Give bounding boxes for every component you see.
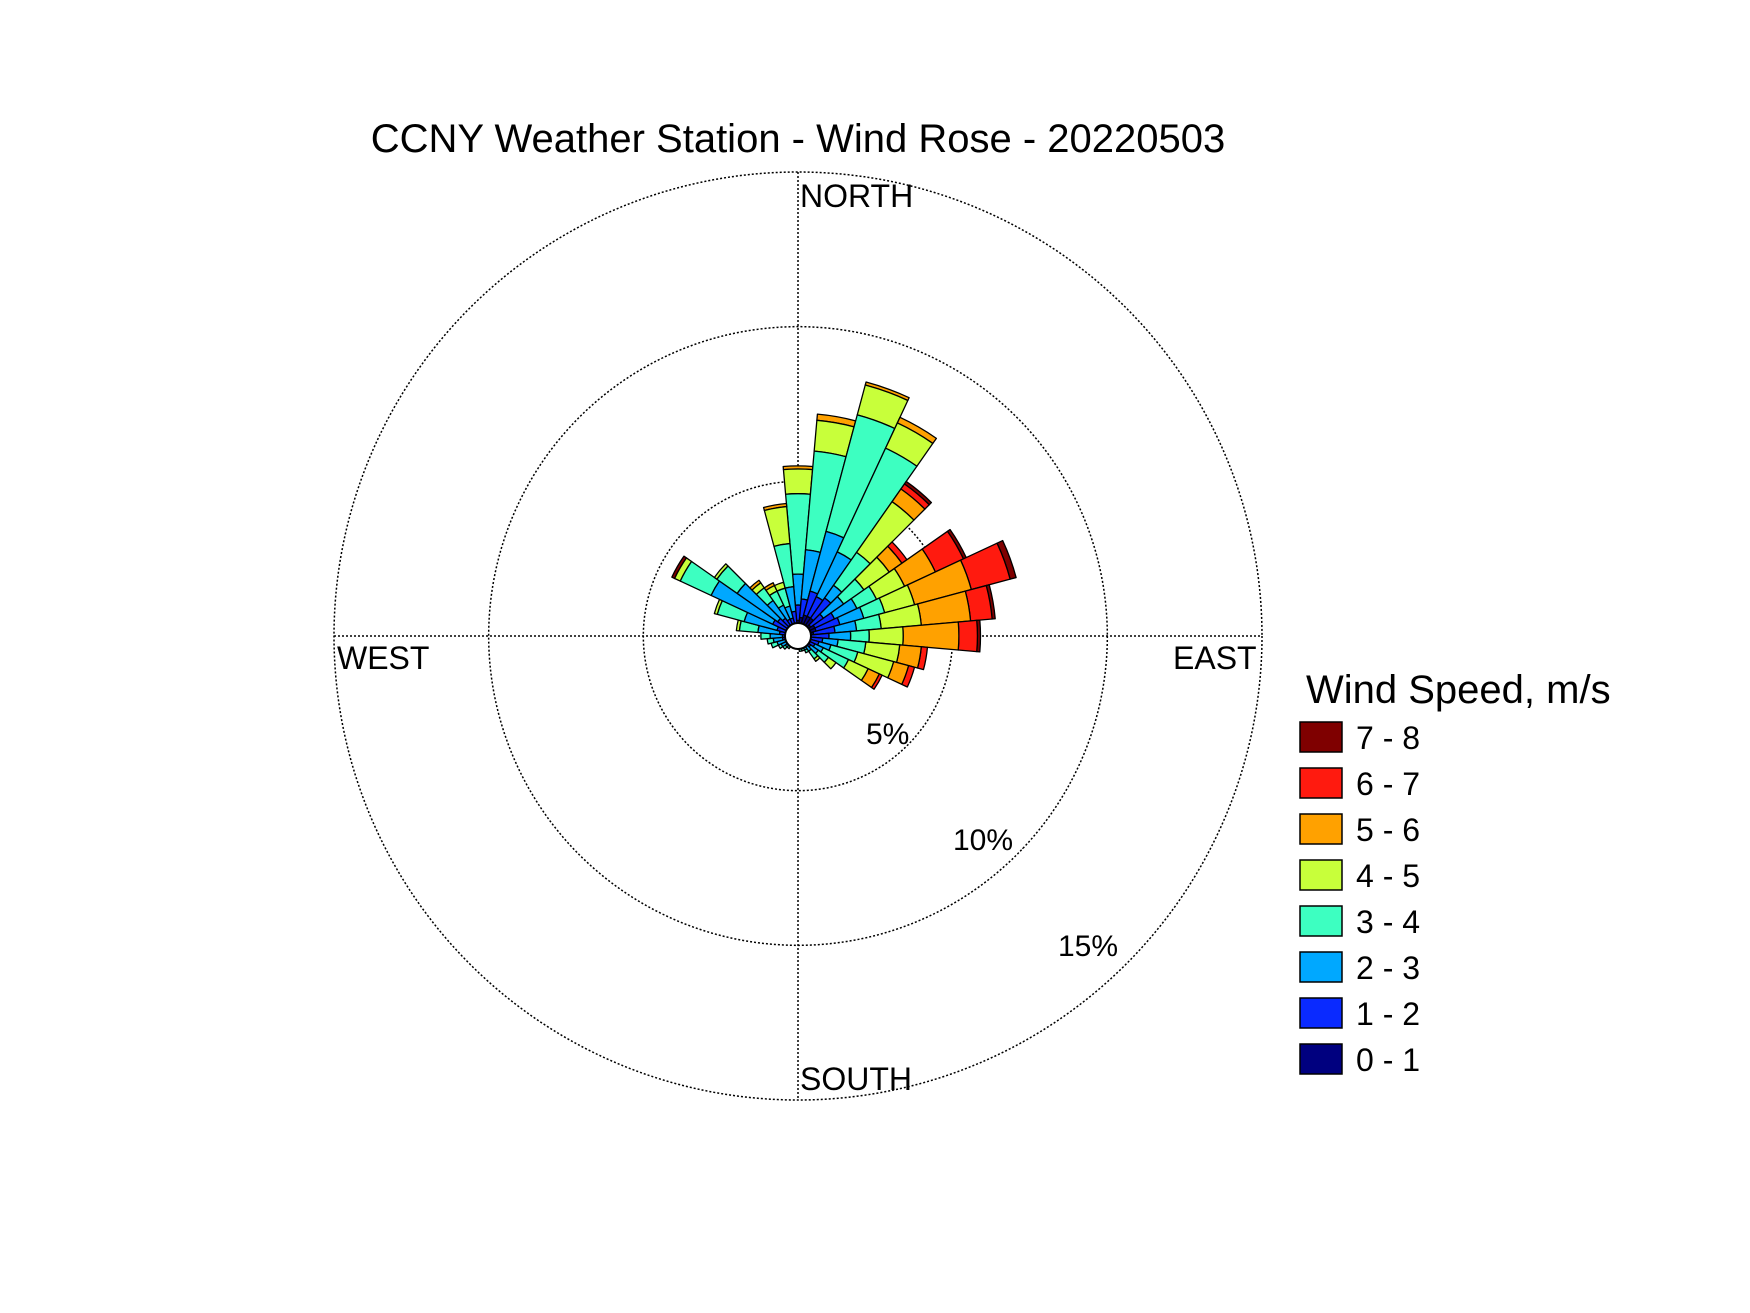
- wedge-dir-90-bin-6: [957, 619, 979, 653]
- legend: Wind Speed, m/s 7 - 8 6 - 7 5 - 6 4 - 5 3 - …: [1299, 668, 1611, 1078]
- direction-label-east: EAST: [1173, 640, 1257, 676]
- legend-label-6: 1 - 2: [1356, 996, 1420, 1032]
- legend-label-0: 7 - 8: [1356, 720, 1420, 756]
- legend-label-5: 2 - 3: [1356, 950, 1420, 986]
- direction-label-west: WEST: [337, 640, 429, 676]
- legend-label-1: 6 - 7: [1356, 766, 1420, 802]
- legend-swatch-2: [1299, 813, 1343, 845]
- ring-label-10: 10%: [953, 824, 1013, 857]
- legend-label-3: 4 - 5: [1356, 858, 1420, 894]
- legend-swatch-6: [1299, 997, 1343, 1029]
- ring-label-15: 15%: [1058, 930, 1118, 963]
- direction-label-south: SOUTH: [800, 1061, 912, 1097]
- chart-title: CCNY Weather Station - Wind Rose - 20220…: [371, 117, 1226, 161]
- wedge-dir-350-bin-4: [763, 505, 791, 548]
- legend-label-4: 3 - 4: [1356, 904, 1420, 940]
- legend-label-2: 5 - 6: [1356, 812, 1420, 848]
- legend-swatch-1: [1299, 767, 1343, 799]
- legend-swatch-5: [1299, 951, 1343, 983]
- wedge-dir-350-bin-3: [773, 542, 795, 589]
- legend-swatch-4: [1299, 905, 1343, 937]
- wedge-dir-0-bin-4: [782, 468, 814, 495]
- direction-label-north: NORTH: [800, 178, 913, 214]
- ring-label-5: 5%: [866, 718, 909, 751]
- legend-swatch-3: [1299, 859, 1343, 891]
- calm-center-circle: [784, 622, 812, 650]
- wind-rose-bars: [671, 381, 1017, 690]
- legend-label-7: 0 - 1: [1356, 1042, 1420, 1078]
- legend-swatch-0: [1299, 721, 1343, 753]
- legend-swatch-7: [1299, 1043, 1343, 1075]
- legend-title: Wind Speed, m/s: [1306, 668, 1611, 712]
